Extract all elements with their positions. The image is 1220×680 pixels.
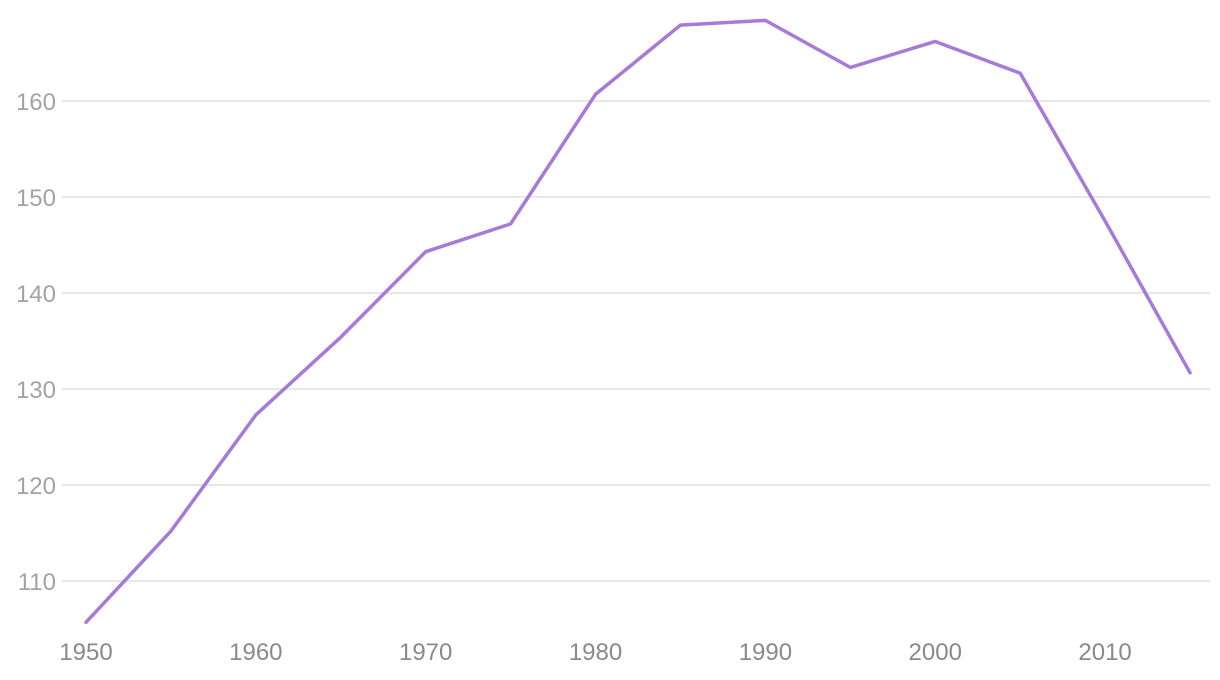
x-tick-label-1980: 1980 (569, 639, 622, 666)
y-tick-label-160: 160 (16, 89, 56, 116)
x-tick-label-1970: 1970 (399, 639, 452, 666)
gridlines (62, 100, 1210, 582)
y-tick-label-130: 130 (16, 377, 56, 404)
x-tick-label-2000: 2000 (909, 639, 962, 666)
y-tick-label-140: 140 (16, 281, 56, 308)
x-axis-tick-labels: 1950 1960 1970 1980 1990 2000 2010 (59, 639, 1131, 666)
x-tick-label-1990: 1990 (739, 639, 792, 666)
y-tick-label-150: 150 (16, 185, 56, 212)
y-axis-tick-labels: 110 120 130 140 150 160 (16, 89, 56, 596)
y-tick-label-120: 120 (16, 473, 56, 500)
series-line-0 (84, 18, 1192, 625)
series-lines (84, 18, 1192, 625)
x-tick-label-1950: 1950 (59, 639, 112, 666)
x-tick-label-1960: 1960 (229, 639, 282, 666)
x-tick-label-2010: 2010 (1078, 639, 1131, 666)
y-tick-label-110: 110 (18, 569, 56, 596)
